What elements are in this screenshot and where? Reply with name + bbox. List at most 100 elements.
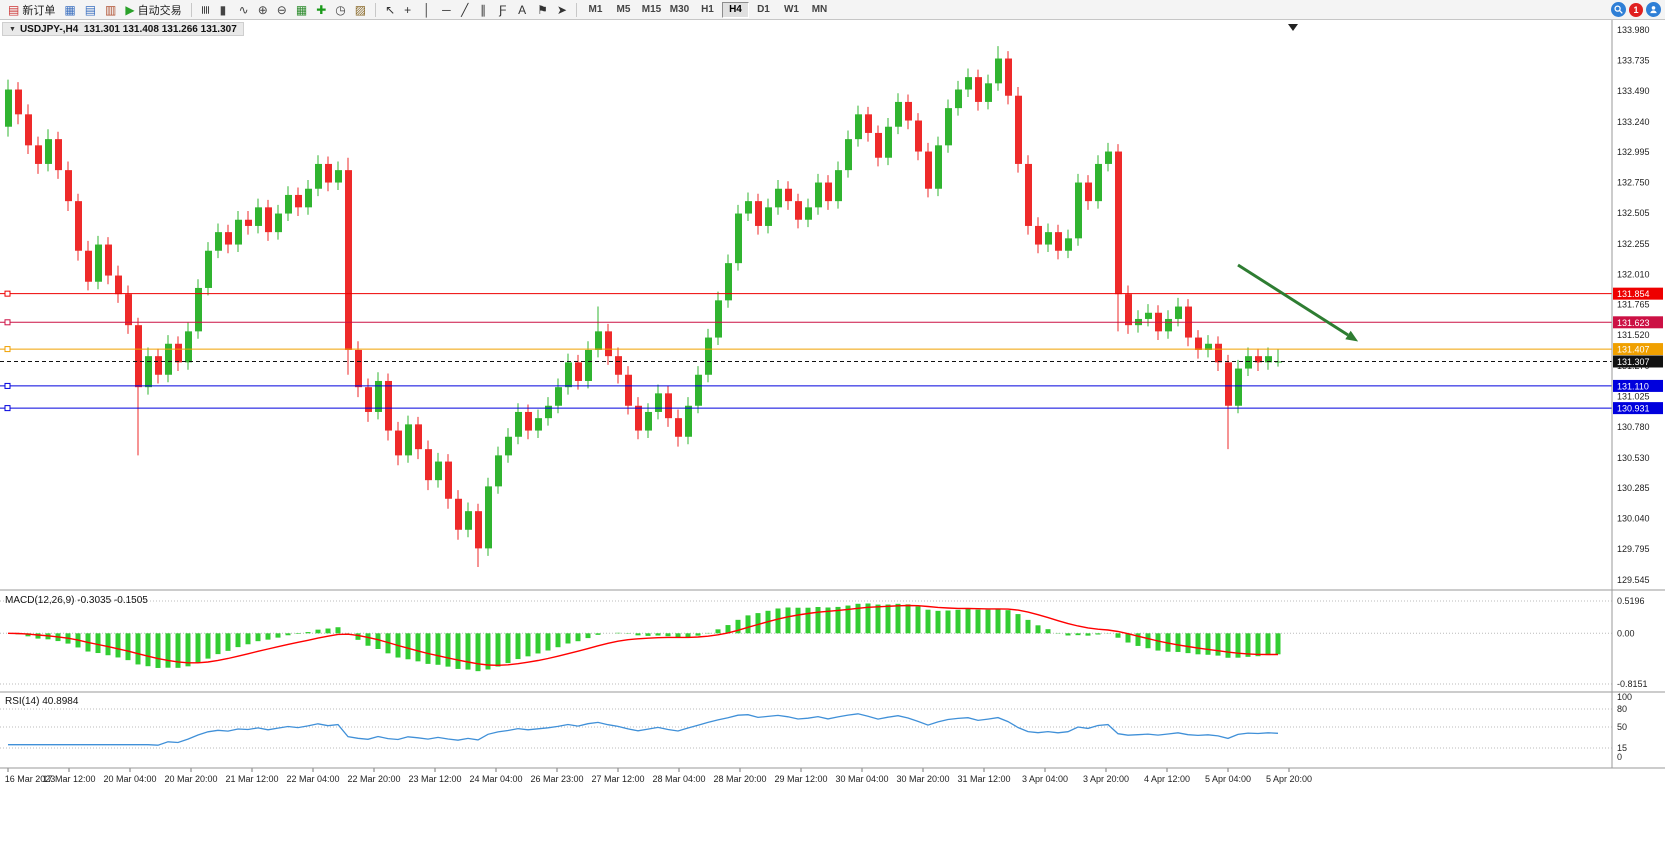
zoom-out-button[interactable]: ⊖ [273,1,291,19]
candle-body [465,511,472,530]
candle-body [645,411,652,431]
bar-chart-button[interactable]: ≣ [197,1,215,19]
candle-body [495,455,502,487]
candle-body [235,219,242,245]
timeframe-h4-button[interactable]: H4 [721,1,749,18]
time-axis-label: 5 Apr 04:00 [1205,774,1251,784]
candle-body [365,387,372,412]
timeframe-w1-button[interactable]: W1 [778,2,805,18]
timeframe-m1-button[interactable]: M1 [582,2,609,18]
candle-body [245,219,252,226]
equidistant-channel-button[interactable]: ∥ [476,1,494,19]
text-button[interactable]: A [514,1,532,19]
templates-icon: ▨ [354,2,367,17]
search-icon[interactable] [1611,2,1626,17]
line-handle[interactable] [4,382,11,389]
price-scale-label: 133.980 [1617,25,1650,35]
candle-body [845,139,852,171]
line-chart-button[interactable]: ∿ [235,1,253,19]
macd-label: MACD(12,26,9) -0.3035 -0.1505 [5,595,148,606]
price-line-tag-label: 130.931 [1617,404,1650,414]
line-handle[interactable] [4,346,11,353]
arrows-button[interactable]: ➤ [553,1,571,19]
candle-body [1105,151,1112,164]
line-handle[interactable] [4,405,11,412]
templates-button[interactable]: ▨ [351,1,370,19]
candle-body [265,207,272,233]
candle-body [435,461,442,481]
candle-body [575,362,582,381]
candle-body [785,188,792,202]
candle-body [475,511,482,549]
candle-body [85,250,92,282]
account-icon[interactable] [1646,2,1661,17]
tile-windows-button[interactable]: ▦ [292,1,311,19]
timeframe-h1-button[interactable]: H1 [694,2,721,18]
periods-button[interactable]: ◷ [331,1,349,19]
trendline-button[interactable]: ╱ [457,1,475,19]
candle-body [195,287,202,332]
new-order-button[interactable]: ▤ 新订单 [4,1,59,19]
line-handle[interactable] [4,290,11,297]
candle-body [65,170,72,202]
rsi-label: RSI(14) 40.8984 [5,696,79,707]
trend-arrow[interactable] [1237,263,1349,337]
chart-ohlc-title: USDJPY-,H4 131.301 131.408 131.266 131.3… [19,23,237,35]
annotations-layer [1237,263,1359,342]
insert-indicator-button[interactable]: ✚ [312,1,330,19]
charts-button[interactable]: ▦ [60,1,79,19]
candle-body [285,194,292,214]
candle-body [325,163,332,183]
time-axis-label: 3 Apr 04:00 [1022,774,1068,784]
market-watch-button[interactable]: ▤ [81,1,100,19]
timeframe-mn-button[interactable]: MN [806,2,833,18]
chart-title-bar[interactable]: ▼ USDJPY-,H4 131.301 131.408 131.266 131… [2,22,244,36]
candle-body [445,461,452,499]
time-axis-label: 30 Mar 20:00 [896,774,949,784]
horizontal-line-button[interactable]: ─ [438,1,456,19]
time-axis-label: 16 Mar 2023 [5,774,56,784]
time-axis-label: 20 Mar 20:00 [164,774,217,784]
current-bar-marker[interactable] [1288,24,1298,31]
price-scale-label: 132.010 [1617,269,1650,279]
toolbar-separator [190,2,192,17]
notification-badge[interactable]: 1 [1629,2,1643,17]
candlestick-chart-icon: ▮ [219,2,227,17]
collapse-icon[interactable]: ▼ [9,25,16,33]
arrows-icon: ➤ [556,2,567,17]
vertical-line-button[interactable]: │ [419,1,437,19]
chart-canvas[interactable]: 133.980 133.735 133.490 133.240 132.995 132.7… [0,20,1665,790]
candle-body [1085,182,1092,202]
cursor-button[interactable]: ↖ [381,1,399,19]
candle-body [1225,362,1232,406]
candle-body [255,207,262,226]
timeframe-m5-button[interactable]: M5 [610,2,637,18]
price-scale-label: 130.285 [1617,483,1650,493]
timeframe-m15-button[interactable]: M15 [638,2,665,18]
new-order-label: 新订单 [22,4,56,17]
price-line-tag-label: 131.623 [1617,318,1650,328]
text-label-button[interactable]: ⚑ [533,1,552,19]
chart-area[interactable]: 133.980 133.735 133.490 133.240 132.995 132.7… [0,20,1665,790]
price-line-tag-label: 131.307 [1617,357,1650,367]
timeframe-m30-button[interactable]: M30 [666,2,693,18]
time-axis-label: 27 Mar 12:00 [591,774,644,784]
charts-icon: ▦ [64,2,76,17]
candle-body [1245,356,1252,369]
data-window-button[interactable]: ▥ [101,1,120,19]
timeframe-d1-button[interactable]: D1 [750,2,777,18]
price-scale-label: 131.765 [1617,300,1650,310]
candle-body [595,331,602,350]
candle-body [225,232,232,245]
candlestick-chart-button[interactable]: ▮ [216,1,234,19]
rsi-scale-label: 50 [1617,722,1627,732]
crosshair-button[interactable]: + [400,1,418,19]
fibonacci-button[interactable]: Ƒ [495,1,513,19]
line-handle[interactable] [4,319,11,326]
zoom-in-button[interactable]: ⊕ [254,1,272,19]
candle-body [1275,361,1282,363]
candle-body [1065,238,1072,251]
auto-trading-button[interactable]: ▶ 自动交易 [121,1,185,19]
candle-body [585,349,592,381]
